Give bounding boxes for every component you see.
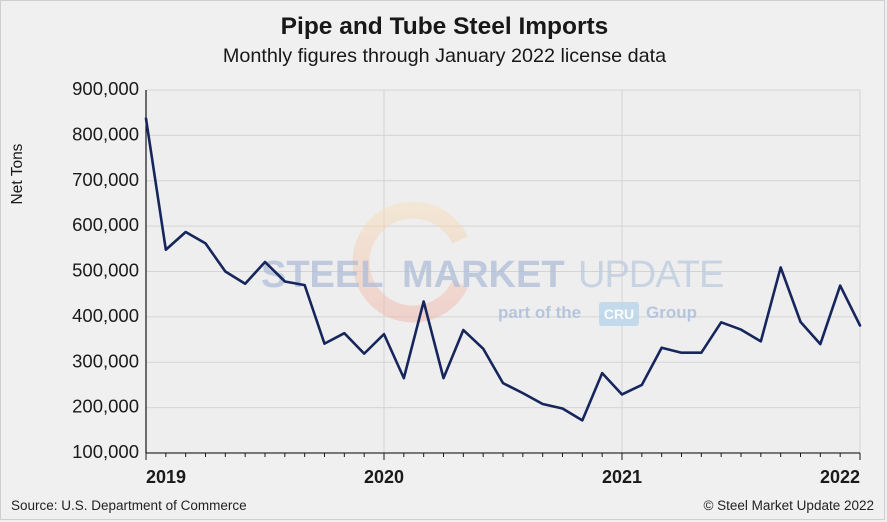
svg-text:500,000: 500,000 [72,260,139,281]
svg-text:part of the: part of the [498,303,581,322]
svg-text:400,000: 400,000 [72,305,139,326]
svg-text:Group: Group [646,303,697,322]
svg-text:100,000: 100,000 [72,441,139,462]
svg-text:600,000: 600,000 [72,214,139,235]
svg-text:200,000: 200,000 [72,396,139,417]
svg-text:2021: 2021 [602,467,642,487]
svg-text:2020: 2020 [364,467,404,487]
svg-text:CRU: CRU [604,306,634,322]
svg-text:900,000: 900,000 [72,78,139,99]
svg-text:2022: 2022 [820,467,860,487]
svg-text:300,000: 300,000 [72,350,139,371]
svg-text:MARKET: MARKET [402,254,565,296]
svg-text:UPDATE: UPDATE [578,254,723,296]
svg-text:800,000: 800,000 [72,123,139,144]
svg-text:2019: 2019 [146,467,186,487]
svg-text:700,000: 700,000 [72,169,139,190]
